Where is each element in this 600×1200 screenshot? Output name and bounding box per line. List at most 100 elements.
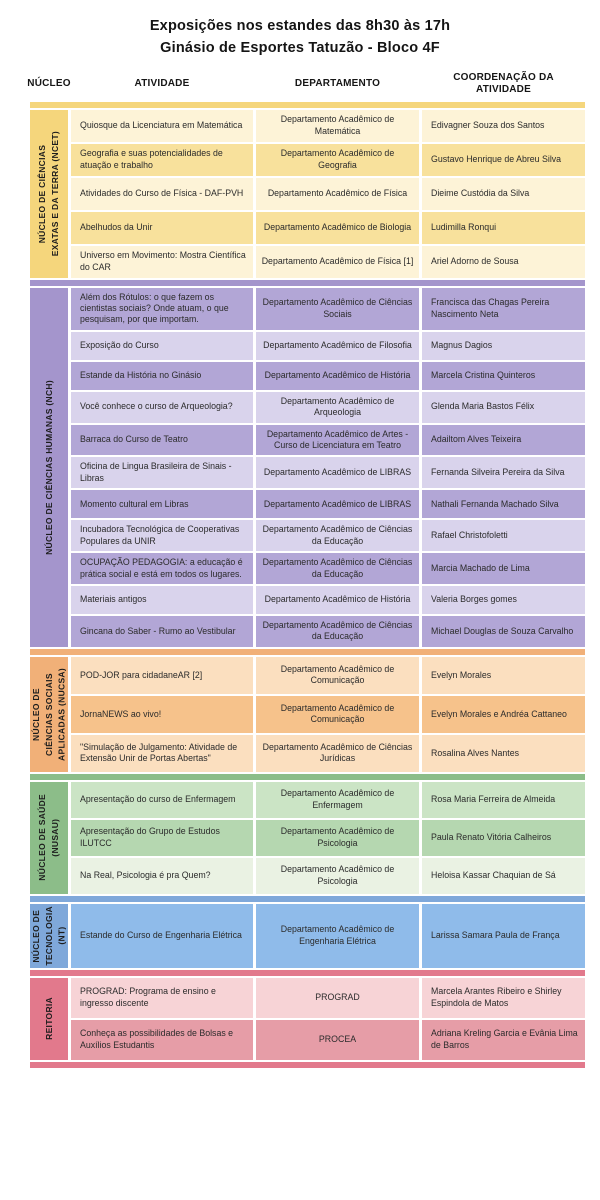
department-cell: Departamento Acadêmico de Física [256, 177, 419, 210]
activity-cell: Estande do Curso de Engenharia Elétrica [71, 903, 253, 968]
activity-cell: Estande da História no Ginásio [71, 361, 253, 390]
section-top-bar [30, 279, 585, 286]
table-row: Abelhudos da Unir Departamento Acadêmico… [71, 211, 585, 244]
section-ncet: NÚCLEO DE CIÊNCIAS EXATAS E DA TERRA (NC… [30, 101, 585, 278]
table-row: Oficina de Lingua Brasileira de Sinais -… [71, 457, 585, 489]
department-cell: Departamento Acadêmico de LIBRAS [256, 490, 419, 519]
table-row: Apresentação do curso de Enfermagem Depa… [71, 781, 585, 818]
department-cell: Departamento Acadêmico de Ciências da Ed… [256, 553, 419, 584]
activity-cell: POD-JOR para cidadaneAR [2] [71, 656, 253, 694]
department-cell: Departamento Acadêmico de História [256, 585, 419, 614]
coordinator-cell: Evelyn Morales [422, 656, 585, 694]
table-row: "Simulação de Julgamento: Atividade de E… [71, 734, 585, 772]
table-header-row: NÚCLEO ATIVIDADE DEPARTAMENTO COORDENAÇÃ… [27, 71, 585, 97]
activity-cell: Você conhece o curso de Arqueologia? [71, 391, 253, 423]
coordinator-cell: Gustavo Henrique de Abreu Silva [422, 143, 585, 176]
department-cell: Departamento Acadêmico de Enfermagem [256, 781, 419, 818]
activity-cell: Barraca do Curso de Teatro [71, 424, 253, 456]
column-header-nucleo: NÚCLEO [27, 77, 71, 89]
department-cell: Departamento Acadêmico de Comunicação [256, 695, 419, 733]
activity-cell: Apresentação do Grupo de Estudos ILUTCC [71, 819, 253, 856]
coordinator-cell: Ariel Adorno de Sousa [422, 245, 585, 278]
activity-cell: Além dos Rótulos: o que fazem os cientis… [71, 287, 253, 330]
table-row: Além dos Rótulos: o que fazem os cientis… [71, 287, 585, 330]
department-cell: Departamento Acadêmico de Ciências da Ed… [256, 520, 419, 552]
table-row: Exposição do Curso Departamento Acadêmic… [71, 331, 585, 360]
department-cell: Departamento Acadêmico de Arqueologia [256, 391, 419, 423]
section-top-bar [30, 895, 585, 902]
coordinator-cell: Rosa Maria Ferreira de Almeida [422, 781, 585, 818]
coordinator-cell: Glenda Maria Bastos Félix [422, 391, 585, 423]
table-row: Na Real, Psicologia é pra Quem? Departam… [71, 857, 585, 894]
table-row: Apresentação do Grupo de Estudos ILUTCC … [71, 819, 585, 856]
section-nusau: NÚCLEO DE SAÚDE (NUSAU) Apresentação do … [30, 773, 585, 894]
column-header-atividade: ATIVIDADE [134, 77, 190, 89]
table-row: JornaNEWS ao vivo! Departamento Acadêmic… [71, 695, 585, 733]
department-cell: Departamento Acadêmico de Artes - Curso … [256, 424, 419, 456]
coordinator-cell: Rosalina Alves Nantes [422, 734, 585, 772]
coordinator-cell: Marcia Machado de Lima [422, 553, 585, 584]
activity-cell: Incubadora Tecnológica de Cooperativas P… [71, 520, 253, 552]
table-row: POD-JOR para cidadaneAR [2] Departamento… [71, 656, 585, 694]
activity-cell: Gincana do Saber - Rumo ao Vestibular [71, 615, 253, 647]
activity-cell: Exposição do Curso [71, 331, 253, 360]
coordinator-cell: Dieime Custódia da Silva [422, 177, 585, 210]
coordinator-cell: Marcela Arantes Ribeiro e Shirley Espind… [422, 977, 585, 1018]
coordinator-cell: Marcela Cristina Quinteros [422, 361, 585, 390]
activity-cell: Geografia e suas potencialidades de atua… [71, 143, 253, 176]
table-row: Atividades do Curso de Física - DAF-PVH … [71, 177, 585, 210]
department-cell: Departamento Acadêmico de História [256, 361, 419, 390]
section-ncet-sidebar: NÚCLEO DE CIÊNCIAS EXATAS E DA TERRA (NC… [30, 109, 68, 278]
coordinator-cell: Adriana Kreling Garcia e Evânia Lima de … [422, 1019, 585, 1060]
coordinator-cell: Heloisa Kassar Chaquian de Sá [422, 857, 585, 894]
activity-cell: Universo em Movimento: Mostra Científica… [71, 245, 253, 278]
table-row: Gincana do Saber - Rumo ao Vestibular De… [71, 615, 585, 647]
section-reitoria-label: REITORIA [43, 997, 54, 1041]
activity-cell: Apresentação do curso de Enfermagem [71, 781, 253, 818]
table-row: Barraca do Curso de Teatro Departamento … [71, 424, 585, 456]
section-top-bar [30, 648, 585, 655]
table-row: Estande da História no Ginásio Departame… [71, 361, 585, 390]
department-cell: Departamento Acadêmico de Ciências da Ed… [256, 615, 419, 647]
section-nt: NÚCLEO DE TECNOLOGIA (NT) Estande do Cur… [30, 895, 585, 968]
activity-cell: Atividades do Curso de Física - DAF-PVH [71, 177, 253, 210]
section-nch-sidebar: NÚCLEO DE CIÊNCIAS HUMANAS (NCH) [30, 287, 68, 647]
page-title: Exposições nos estandes das 8h30 às 17h … [0, 0, 600, 60]
coordinator-cell: Adailtom Alves Teixeira [422, 424, 585, 456]
department-cell: PROGRAD [256, 977, 419, 1018]
coordinator-cell: Michael Douglas de Souza Carvalho [422, 615, 585, 647]
table-row: OCUPAÇÃO PEDAGOGIA: a educação é prática… [71, 553, 585, 584]
table-row: Conheça as possibilidades de Bolsas e Au… [71, 1019, 585, 1060]
table-row: Você conhece o curso de Arqueologia? Dep… [71, 391, 585, 423]
column-header-coordenacao: COORDENAÇÃO DA ATIVIDADE [453, 71, 554, 96]
coordinator-cell: Ludimilla Ronqui [422, 211, 585, 244]
department-cell: Departamento Acadêmico de Ciências Socia… [256, 287, 419, 330]
department-cell: Departamento Acadêmico de Psicologia [256, 857, 419, 894]
activity-cell: Oficina de Lingua Brasileira de Sinais -… [71, 457, 253, 489]
section-nch: NÚCLEO DE CIÊNCIAS HUMANAS (NCH) Além do… [30, 279, 585, 647]
table-row: Geografia e suas potencialidades de atua… [71, 143, 585, 176]
activity-cell: "Simulação de Julgamento: Atividade de E… [71, 734, 253, 772]
coordinator-cell: Magnus Dagios [422, 331, 585, 360]
department-cell: Departamento Acadêmico de Biologia [256, 211, 419, 244]
table-row: PROGRAD: Programa de ensino e ingresso d… [71, 977, 585, 1018]
activity-cell: Materiais antigos [71, 585, 253, 614]
title-line-1: Exposições nos estandes das 8h30 às 17h [149, 18, 451, 34]
department-cell: Departamento Acadêmico de Comunicação [256, 656, 419, 694]
department-cell: Departamento Acadêmico de Filosofia [256, 331, 419, 360]
section-top-bar [30, 773, 585, 780]
table-row: Estande do Curso de Engenharia Elétrica … [71, 903, 585, 968]
section-bottom-bar [30, 1061, 585, 1068]
section-ncet-label: NÚCLEO DE CIÊNCIAS EXATAS E DA TERRA (NC… [37, 130, 60, 257]
table-row: Incubadora Tecnológica de Cooperativas P… [71, 520, 585, 552]
section-reitoria: REITORIA PROGRAD: Programa de ensino e i… [30, 969, 585, 1068]
department-cell: PROCEA [256, 1019, 419, 1060]
department-cell: Departamento Acadêmico de Psicologia [256, 819, 419, 856]
coordinator-cell: Rafael Christofoletti [422, 520, 585, 552]
activity-cell: Momento cultural em Libras [71, 490, 253, 519]
activity-cell: PROGRAD: Programa de ensino e ingresso d… [71, 977, 253, 1018]
coordinator-cell: Nathali Fernanda Machado Silva [422, 490, 585, 519]
section-nucsa-label: NÚCLEO DE CIÊNCIAS SOCIAIS APLICADAS (NU… [30, 667, 67, 761]
section-top-bar [30, 101, 585, 108]
section-top-bar [30, 969, 585, 976]
